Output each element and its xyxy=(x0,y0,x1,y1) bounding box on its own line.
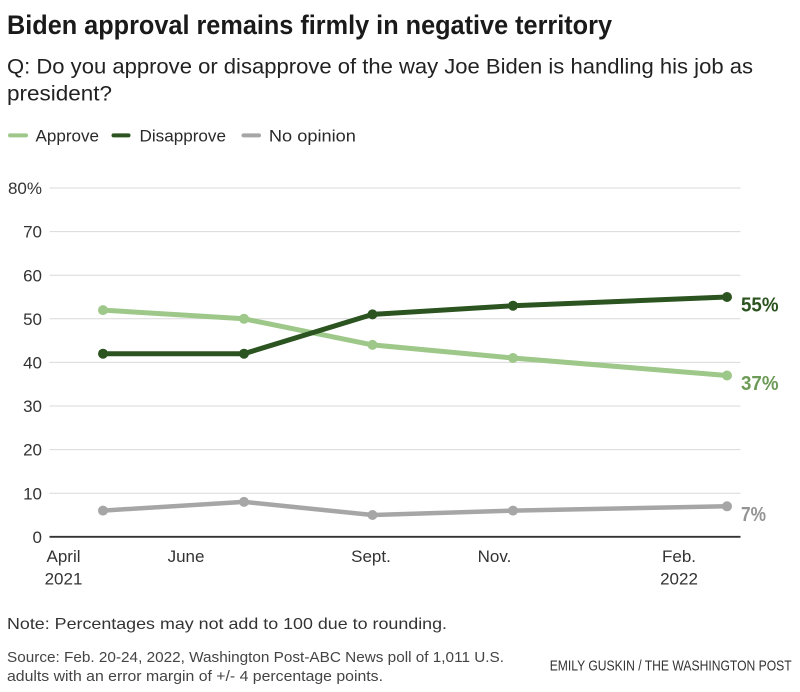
svg-text:EMILY GUSKIN / THE WASHINGTON: EMILY GUSKIN / THE WASHINGTON POST xyxy=(550,657,792,674)
svg-text:2021: 2021 xyxy=(45,569,83,588)
svg-text:30: 30 xyxy=(23,397,42,416)
svg-text:80%: 80% xyxy=(8,179,42,198)
svg-text:Biden approval remains firmly: Biden approval remains firmly in negativ… xyxy=(7,10,612,40)
svg-text:55%: 55% xyxy=(741,295,779,317)
svg-text:60: 60 xyxy=(23,266,42,285)
svg-text:June: June xyxy=(168,547,205,566)
svg-text:president?: president? xyxy=(7,83,112,106)
svg-text:Disapprove: Disapprove xyxy=(140,127,227,146)
svg-text:No opinion: No opinion xyxy=(269,127,356,146)
svg-text:adults with an error margin of: adults with an error margin of +/- 4 per… xyxy=(7,668,383,685)
svg-text:Q: Do you approve or disapprov: Q: Do you approve or disapprove of the w… xyxy=(7,56,753,79)
svg-text:10: 10 xyxy=(23,484,42,503)
svg-text:Note: Percentages may not add: Note: Percentages may not add to 100 due… xyxy=(7,616,447,633)
svg-text:70: 70 xyxy=(23,223,42,242)
svg-text:37%: 37% xyxy=(741,373,779,395)
svg-text:Sept.: Sept. xyxy=(351,547,391,566)
svg-text:Nov.: Nov. xyxy=(478,547,512,566)
svg-text:0: 0 xyxy=(33,528,42,547)
svg-text:2022: 2022 xyxy=(660,569,698,588)
svg-text:50: 50 xyxy=(23,310,42,329)
svg-text:40: 40 xyxy=(23,354,42,373)
svg-text:April: April xyxy=(46,547,80,566)
svg-text:Approve: Approve xyxy=(36,127,100,146)
svg-text:20: 20 xyxy=(23,441,42,460)
svg-text:7%: 7% xyxy=(741,504,766,526)
svg-text:Feb.: Feb. xyxy=(662,547,696,566)
svg-text:Source: Feb. 20-24, 2022, Wash: Source: Feb. 20-24, 2022, Washington Pos… xyxy=(7,649,504,666)
